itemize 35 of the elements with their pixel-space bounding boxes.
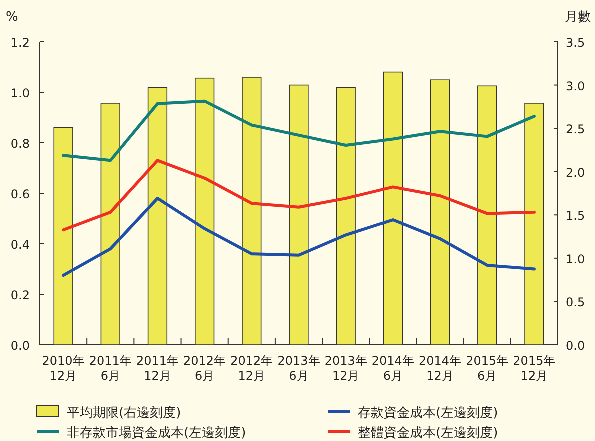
y-tick-label: 0.2	[10, 288, 30, 302]
y2-axis-title: 月數	[565, 10, 591, 25]
y2-tick-label: 0.5	[566, 296, 586, 310]
x-tick-label: 2015年 12月	[513, 354, 556, 383]
line-series	[62, 100, 536, 162]
x-tick-label: 2012年 6月	[184, 354, 226, 383]
y-tick-label: 0.8	[10, 137, 30, 151]
y-tick-label: 1.0	[10, 86, 30, 100]
legend-label: 非存款市場資金成本(左邊刻度)	[67, 425, 246, 441]
y-tick-label: 0.0	[10, 339, 30, 353]
x-tick-label: 2015年 6月	[466, 354, 509, 383]
y2-tick-label: 1.5	[566, 209, 586, 224]
x-tick-label: 2013年 12月	[324, 354, 368, 383]
y-tick-label: 1.2	[10, 36, 30, 50]
y2-tick-label: 0.0	[566, 339, 586, 353]
legend-label: 存款資金成本(左邊刻度)	[358, 405, 498, 421]
legend-label: 整體資金成本(左邊刻度)	[358, 425, 498, 441]
y2-tick-label: 2.5	[566, 122, 586, 137]
y2-tick-label: 1.0	[566, 252, 586, 266]
y2-tick-label: 2.0	[566, 166, 586, 180]
x-tick-label: 2014年 12月	[419, 354, 462, 383]
x-tick-label: 2013年 6月	[278, 354, 320, 383]
x-tick-label: 2012年 12月	[230, 354, 274, 383]
y-tick-label: 0.4	[10, 238, 30, 252]
x-tick-label: 2010年 12月	[42, 354, 85, 383]
y2-tick-label: 3.0	[566, 79, 586, 94]
legend-label: 平均期限(右邊刻度)	[67, 405, 182, 421]
x-tick-label: 2014年 6月	[372, 354, 414, 383]
y-tick-label: 0.6	[10, 188, 30, 202]
x-tick-label: 2011年 6月	[89, 354, 132, 383]
x-tick-label: 2011年 12月	[136, 354, 179, 383]
line-series	[62, 159, 536, 232]
line-series	[62, 197, 536, 278]
y2-tick-label: 3.5	[566, 36, 586, 50]
y-axis-title: %	[6, 10, 18, 25]
